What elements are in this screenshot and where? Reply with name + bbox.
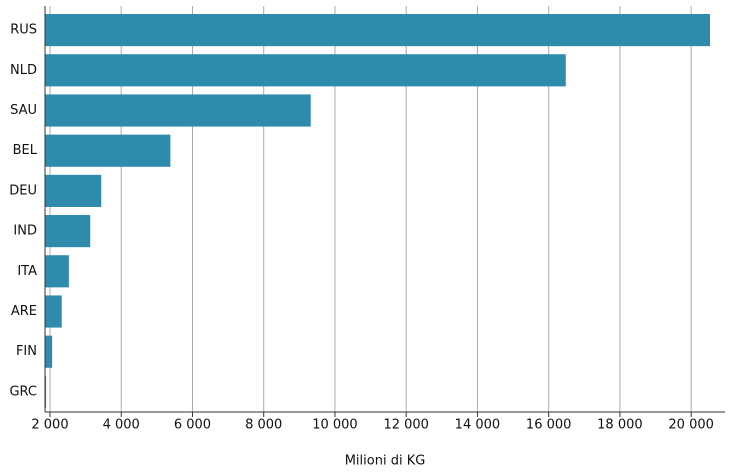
y-tick-label: SAU bbox=[10, 103, 37, 118]
bar bbox=[45, 54, 566, 87]
y-tick-label: ITA bbox=[17, 264, 37, 279]
x-tick-label: 14 000 bbox=[455, 418, 501, 433]
y-tick-label: FIN bbox=[16, 344, 37, 359]
y-tick-label: NLD bbox=[10, 63, 37, 78]
y-tick-label: DEU bbox=[9, 183, 37, 198]
bar bbox=[45, 375, 47, 408]
bar bbox=[45, 215, 91, 248]
y-tick-label: ARE bbox=[11, 304, 37, 319]
y-tick-label: GRC bbox=[9, 384, 37, 399]
x-tick-label: 8 000 bbox=[245, 418, 282, 433]
x-tick-label: 2 000 bbox=[31, 418, 68, 433]
bar bbox=[45, 134, 171, 167]
bar bbox=[45, 295, 62, 328]
x-tick-label: 12 000 bbox=[383, 418, 429, 433]
bar bbox=[45, 14, 711, 47]
x-tick-label: 10 000 bbox=[312, 418, 358, 433]
y-tick-label: RUS bbox=[10, 23, 37, 38]
x-axis-label: Milioni di KG bbox=[345, 454, 426, 469]
x-tick-label: 18 000 bbox=[597, 418, 643, 433]
y-tick-label: IND bbox=[13, 224, 37, 239]
y-tick-label: BEL bbox=[13, 143, 38, 158]
x-tick-label: 4 000 bbox=[103, 418, 140, 433]
bar bbox=[45, 255, 69, 288]
x-tick-label: 16 000 bbox=[526, 418, 572, 433]
bar bbox=[45, 174, 102, 207]
bar bbox=[45, 94, 311, 127]
x-tick-label: 6 000 bbox=[174, 418, 211, 433]
bar bbox=[45, 335, 53, 368]
x-tick-label: 20 000 bbox=[668, 418, 714, 433]
